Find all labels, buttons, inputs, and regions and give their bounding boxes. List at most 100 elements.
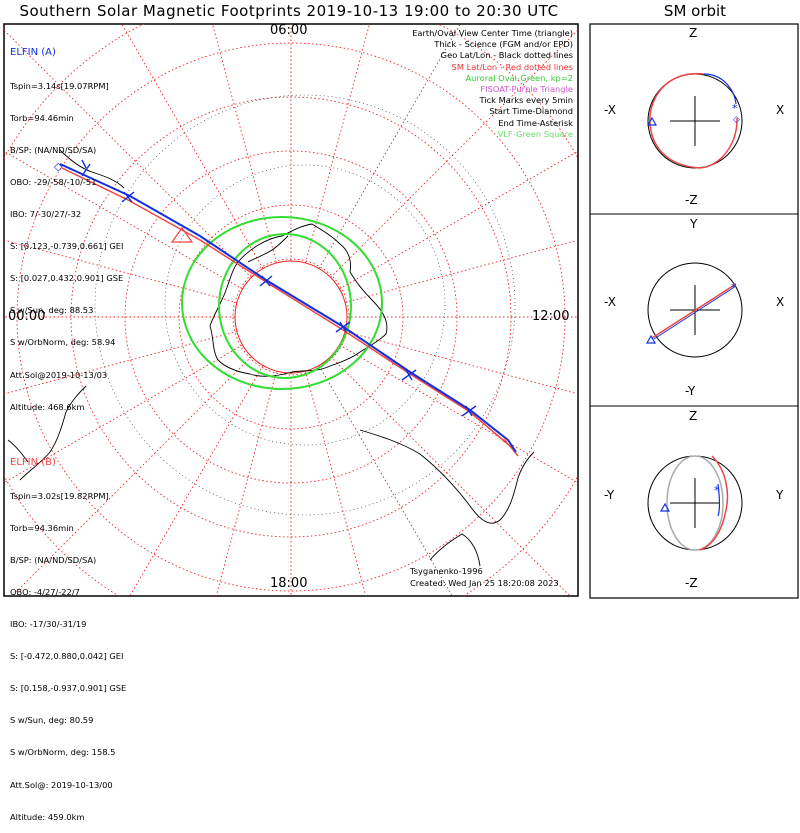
sm-meridians — [4, 24, 578, 596]
elfin-b-line: Att.Sol@: 2019-10-13/00 — [10, 779, 113, 790]
sm-meridian-line — [344, 239, 578, 303]
elfin-a-line: IBO: 7/-30/27/-32 — [10, 208, 82, 219]
elfin-a-line: OBO: -29/-58/-10/-51 — [10, 176, 97, 187]
sm-meridian-line — [318, 24, 461, 269]
time-label-right: 12:00 — [532, 309, 570, 324]
sm-meridian-line — [4, 344, 243, 484]
orbit1-left-label: -X — [604, 103, 616, 117]
orbit2-top-label: Y — [690, 217, 698, 231]
orbit2-right-label: X — [776, 295, 785, 309]
svg-text:*: * — [714, 484, 720, 497]
sm-meridian-line — [11, 356, 252, 596]
sm-meridian-line — [215, 370, 277, 596]
sm-meridian-line — [121, 24, 264, 269]
elfin-b-line: Torb=94.36min — [10, 522, 74, 533]
orbit2-left-label: -X — [604, 295, 616, 309]
orbit3-right-label: Y — [776, 488, 784, 502]
elfin-b-line: Tspin=3.02s[19.82RPM] — [10, 490, 109, 501]
orbit1-right-label: X — [776, 103, 785, 117]
elfin-b-header: ELFIN (B) — [10, 457, 56, 469]
elfin-a-line: B/SP: (NA/ND/SD/SA) — [10, 144, 97, 155]
elfin-b-line: S: [-0.472,0.880,0.042] GEI — [10, 651, 124, 662]
orbit-frame — [589, 23, 799, 599]
sm-meridian-line — [4, 29, 252, 278]
elfin-b-track — [61, 167, 519, 457]
elfin-b-line: OBO: -4/27/-22/7 — [10, 586, 80, 597]
sm-meridian-line — [4, 150, 243, 290]
legend-item: VLF-Green Square — [497, 128, 573, 139]
sm-meridian-line — [305, 370, 367, 596]
model-credit: Tsyganenko-1996 — [410, 566, 483, 576]
view-center-triangle — [170, 226, 194, 243]
orbit-panel-xy: * — [645, 262, 743, 358]
elfin-b-end-asterisk: * — [502, 436, 508, 449]
sm-meridian-line — [305, 24, 370, 264]
elfin-b-line: S w/Sun, deg: 80.59 — [10, 715, 94, 726]
orbit3-bottom-label: -Z — [685, 576, 698, 590]
orbit-panel-xz: * ◇ — [646, 73, 743, 169]
elfin-a-start-diamond: ◇ — [54, 160, 63, 173]
time-label-bottom: 18:00 — [270, 576, 308, 591]
legend-item: Start Time-Diamond — [489, 106, 573, 117]
elfin-b-line: S: [0.158,-0.937,0.901] GSE — [10, 683, 127, 694]
sm-meridian-line — [129, 365, 264, 596]
orbit1-top-label: Z — [689, 26, 698, 40]
elfin-b-line: Altitude: 459.0km — [10, 811, 85, 822]
elfin-a-line: Torb=94.46min — [10, 112, 74, 123]
map-legend: Earth/Oval View Center Time (triangle) T… — [363, 28, 573, 140]
page-title: Southern Solar Magnetic Footprints 2019-… — [19, 2, 559, 20]
time-label-left: 00:00 — [8, 309, 46, 324]
track-tick-marks — [81, 159, 477, 417]
orbit3-left-label: -Y — [604, 488, 615, 502]
svg-text:*: * — [731, 281, 737, 294]
sm-meridian-line — [330, 356, 571, 596]
sm-meridian-line — [4, 331, 238, 395]
legend-item: Geo Lat/Lon - Black dotted lines — [440, 50, 573, 61]
elfin-b-line: S w/OrbNorm, deg: 158.5 — [10, 747, 116, 758]
legend-item: Tick Marks every 5min — [479, 95, 573, 106]
legend-item: Thick - Science (FGM and/or EPD) — [434, 39, 573, 50]
australia-coastline — [359, 429, 535, 567]
elfin-a-line: S w/Sun, deg: 88.53 — [10, 305, 94, 316]
created-timestamp: Created: Wed Jan 25 18:20:08 2023 — [410, 578, 559, 588]
footprint-map: * ◇ — [3, 23, 579, 597]
legend-item: FISOAT-Purple Triangle — [480, 84, 573, 95]
orbit3-top-label: Z — [689, 409, 698, 423]
sm-meridian-line — [330, 29, 578, 278]
legend-item: Earth/Oval View Center Time (triangle) — [412, 28, 573, 38]
sm-meridian-line — [212, 24, 277, 264]
south-america-coastline — [7, 385, 87, 481]
sm-orbit-panels: * ◇ * * — [589, 23, 799, 599]
elfin-a-line: Att.Sol@2019-10-13/03 — [10, 369, 108, 380]
elfin-a-info: ELFIN (A) Tspin=3.14s[19.07RPM] Torb=94.… — [10, 27, 123, 423]
auroral-oval-inner — [218, 233, 352, 379]
sm-meridian-line — [344, 331, 578, 395]
time-label-top: 06:00 — [270, 23, 308, 38]
elfin-a-line: Altitude: 468.6km — [10, 401, 85, 412]
svg-text:*: * — [732, 102, 738, 115]
antarctica-coastline — [209, 223, 388, 377]
orbit-panel-yz: * — [647, 455, 743, 551]
sm-meridian-line — [4, 239, 238, 303]
sm-meridian-line — [339, 150, 578, 290]
elfin-b-info: ELFIN (B) Tspin=3.02s[19.82RPM] Torb=94.… — [10, 437, 126, 833]
legend-item: Auroral Oval-Green, kp=2 — [465, 72, 573, 83]
elfin-a-line: S: [0.027,0.432,0.901] GSE — [10, 273, 124, 284]
antarctic-peninsula — [247, 235, 289, 263]
legend-item: SM Lat/Lon - Red dotted lines — [451, 61, 573, 72]
sm-orbit-title: SM orbit — [663, 2, 727, 20]
elfin-a-header: ELFIN (A) — [10, 47, 56, 59]
africa-coastline — [59, 149, 125, 189]
sm-meridian-line — [339, 344, 578, 484]
orbit1-bottom-label: -Z — [685, 193, 698, 207]
elfin-a-line: S: [0.123,-0.739,0.661] GEI — [10, 241, 124, 252]
legend-item: End Time-Asterisk — [498, 117, 573, 128]
svg-text:◇: ◇ — [733, 115, 740, 125]
elfin-b-line: B/SP: (NA/ND/SD/SA) — [10, 554, 97, 565]
elfin-a-line: Tspin=3.14s[19.07RPM] — [10, 80, 109, 91]
geo-latitude-circles — [94, 94, 516, 516]
orbit2-bottom-label: -Y — [685, 384, 696, 398]
elfin-a-line: S w/OrbNorm, deg: 58.94 — [10, 337, 116, 348]
elfin-b-line: IBO: -17/30/-31/19 — [10, 618, 87, 629]
auroral-oval-outer — [181, 216, 383, 390]
